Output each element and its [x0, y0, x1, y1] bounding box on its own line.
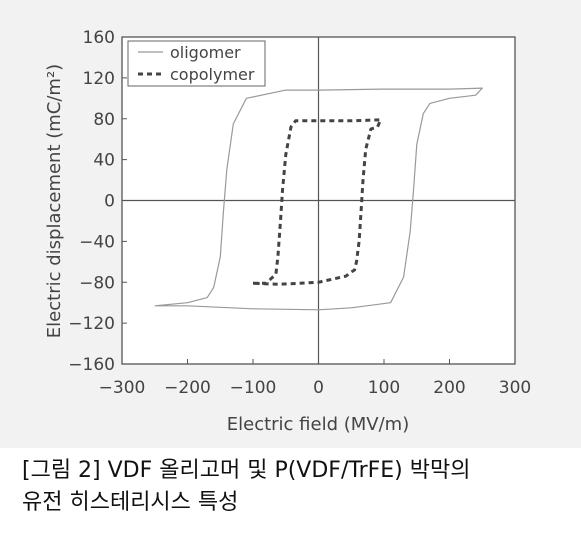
y-axis-title: Electric displacement (mC/m²): [44, 64, 65, 338]
y-tick-label: 80: [93, 110, 115, 130]
x-tick-label: 200: [433, 378, 465, 398]
figure-area: −300 −200 −100 0 100 200 300 160 120 80 40 0 −40 −80 −…: [0, 0, 581, 448]
y-tick-label: −80: [79, 273, 115, 293]
y-tick-label: 120: [83, 69, 115, 89]
y-tick-label: 40: [93, 151, 115, 171]
legend-box: [127, 40, 266, 87]
hysteresis-chart: −300 −200 −100 0 100 200 300 160 120 80 40 0 −40 −80 −…: [44, 28, 531, 435]
x-tick-label: 0: [313, 378, 324, 398]
legend-label-copolymer: copolymer: [170, 65, 255, 84]
x-tick-label: −300: [99, 378, 146, 398]
y-tick-label: −120: [68, 314, 115, 334]
x-tick-label: 100: [368, 378, 400, 398]
y-tick-label: 0: [104, 192, 115, 212]
x-tick-label: 300: [499, 378, 531, 398]
caption-line-2: 유전 히스테리시스 특성: [22, 490, 239, 515]
series-layer: [154, 87, 483, 311]
caption-line-1: [그림 2] VDF 올리고머 및 P(VDF/TrFE) 박막의: [22, 458, 471, 483]
y-tick-label: 160: [83, 28, 115, 48]
y-tick-label: −160: [68, 355, 115, 375]
legend-label-oligomer: oligomer: [170, 43, 241, 62]
figure-caption: [그림 2] VDF 올리고머 및 P(VDF/TrFE) 박막의 유전 히스테…: [22, 455, 572, 519]
x-tick-label: −200: [164, 378, 211, 398]
x-axis-title: Electric field (MV/m): [227, 414, 409, 435]
tick-labels: −300 −200 −100 0 100 200 300 160 120 80 40 0 −40 −80 −…: [68, 28, 531, 398]
x-tick-label: −100: [230, 378, 277, 398]
legend: oligomer copolymer: [127, 40, 266, 87]
y-tick-label: −40: [79, 232, 115, 252]
series-line-oligomer: [154, 87, 483, 311]
